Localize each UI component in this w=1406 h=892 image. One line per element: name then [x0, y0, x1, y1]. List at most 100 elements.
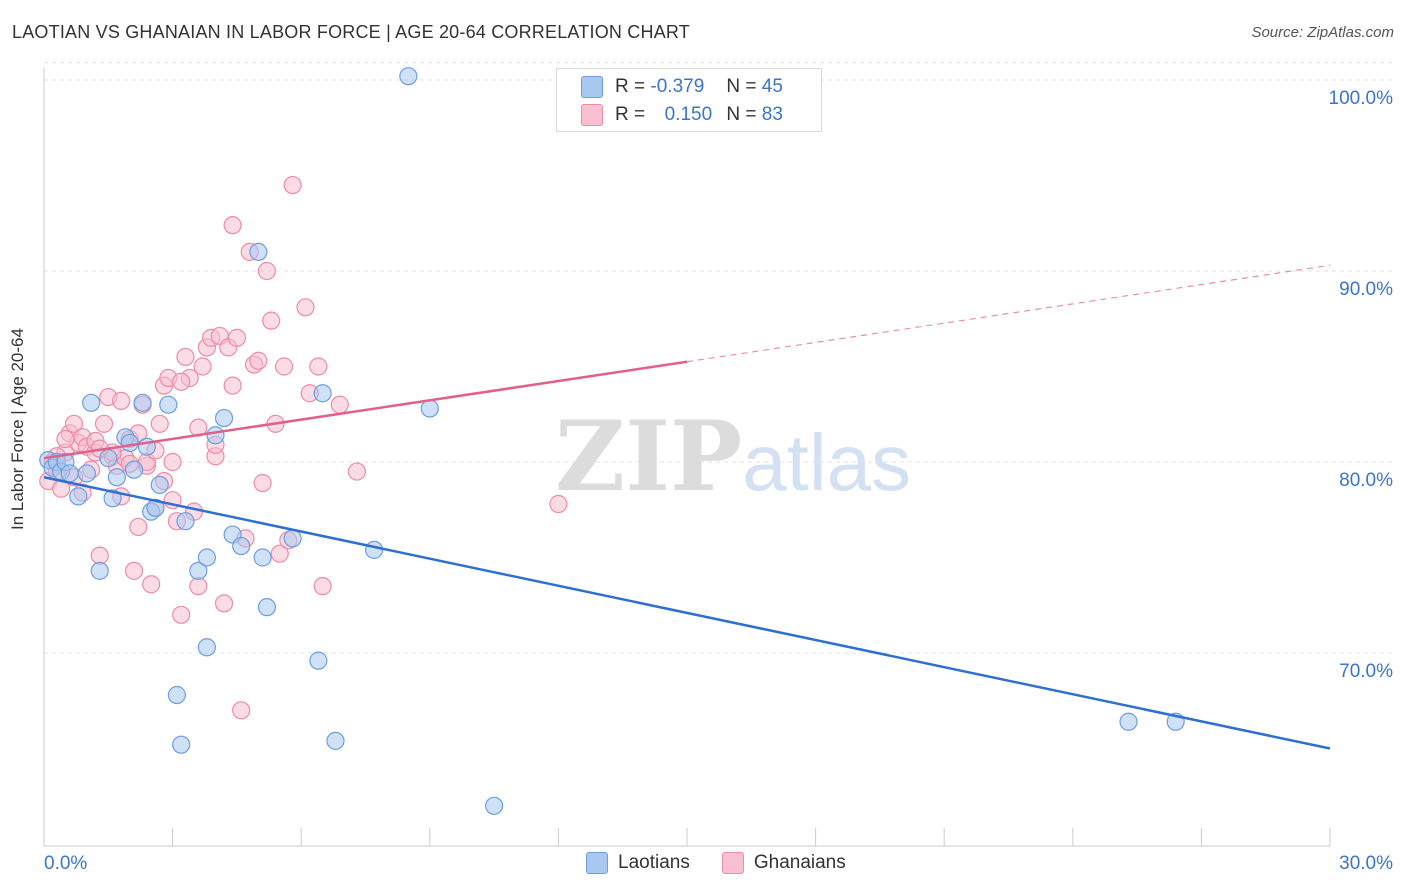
legend-label-ghanaians: Ghanaians: [753, 852, 846, 873]
laotians-point: [167, 685, 186, 705]
laotians-point: [150, 475, 169, 495]
laotians-point: [197, 548, 216, 567]
legend-n-label: N =: [726, 104, 757, 125]
ghanaians-point: [193, 357, 212, 376]
ghanaians-point: [163, 452, 182, 472]
ghanaians-point: [347, 462, 367, 481]
y-tick-label: 100.0%: [1329, 88, 1394, 109]
y-tick-labels: 70.0% 80.0% 90.0% 100.0%: [1329, 88, 1394, 682]
chart-title: LAOTIAN VS GHANAIAN IN LABOR FORCE | AGE…: [12, 22, 690, 42]
laotians-point: [146, 498, 165, 517]
ghanaians-point: [189, 577, 208, 596]
laotians-point: [257, 598, 277, 617]
laotians-point: [82, 393, 101, 412]
trend-line-extension-ghanaians: [686, 264, 1331, 363]
legend-r-label: R =: [615, 76, 646, 97]
laotians-point: [364, 540, 384, 559]
ghanaians-point: [176, 347, 195, 367]
laotians-point: [176, 512, 195, 531]
laotians-point: [313, 384, 332, 403]
laotians-point: [124, 460, 144, 479]
legend-n-value: 83: [761, 104, 783, 125]
legend-row-laotians: R = -0.379 N = 45: [581, 75, 783, 99]
ghanaians-point: [94, 414, 114, 433]
laotians-point: [249, 242, 268, 261]
watermark: ZIPatlas: [555, 400, 911, 513]
x-tick-label: 30.0%: [1339, 853, 1393, 874]
legend-label-laotians: Laotians: [618, 852, 690, 873]
laotians-point: [133, 393, 152, 412]
laotians-point: [214, 408, 234, 428]
laotians-point: [120, 433, 139, 452]
legend-item-laotians[interactable]: Laotians: [586, 852, 690, 874]
ghanaians-point: [56, 429, 75, 449]
ghanaians-point: [142, 575, 161, 594]
laotians-point: [159, 395, 178, 414]
ghanaians-point: [257, 261, 277, 281]
ghanaians-point: [313, 577, 332, 596]
watermark-zip: ZIP: [555, 400, 743, 513]
ghanaians-point: [262, 311, 281, 330]
laotians-point: [309, 651, 328, 670]
laotians-point: [77, 464, 96, 483]
laotians-point: [60, 464, 79, 483]
y-tick-label: 70.0%: [1339, 661, 1393, 682]
laotians-point: [326, 731, 345, 750]
ghanaians-point: [232, 701, 251, 720]
laotians-point: [197, 638, 216, 657]
legend-r-value: 0.150: [664, 104, 713, 125]
legend-n-label: N =: [726, 76, 757, 97]
ghanaians-point: [223, 376, 242, 395]
trend-line-ghanaians: [43, 360, 688, 460]
x-tick-label: 0.0%: [44, 853, 87, 874]
laotians-point: [172, 735, 191, 754]
legend-swatch-ghanaians: [721, 852, 744, 874]
y-tick-label: 90.0%: [1339, 279, 1393, 300]
laotians-point: [283, 529, 302, 548]
laotians-point: [103, 489, 122, 508]
x-tick-labels: 0.0% 30.0%: [44, 853, 1393, 874]
y-tick-label: 80.0%: [1339, 470, 1393, 491]
ghanaians-point: [172, 605, 191, 624]
axes: [43, 68, 1331, 847]
legend-swatch-laotians: [581, 76, 603, 98]
ghanaians-point: [64, 414, 84, 433]
legend-swatch-laotians: [586, 852, 608, 874]
ghanaians-point: [330, 395, 349, 414]
laotians-point: [189, 561, 208, 580]
legend-row-ghanaians: R = 0.150 N = 83: [581, 103, 783, 127]
trend-lines: [43, 264, 1331, 750]
legend-swatch-ghanaians: [581, 104, 603, 126]
laotians-point: [206, 426, 225, 445]
ghanaians-point: [150, 414, 169, 433]
laotians-point: [485, 796, 504, 815]
ghanaians-point: [309, 357, 328, 376]
ghanaians-point: [283, 175, 302, 195]
watermark-atlas: atlas: [742, 418, 912, 507]
ghanaians-point: [172, 372, 191, 391]
laotians-point: [232, 536, 251, 556]
ghanaians-point: [249, 351, 268, 370]
laotians-point: [253, 548, 272, 567]
ghanaians-point: [253, 473, 272, 493]
trend-line-laotians: [43, 476, 1331, 750]
legend-r-label: R =: [615, 104, 646, 125]
ghanaians-point: [270, 544, 289, 563]
source-credit: Source: ZipAtlas.com: [1251, 24, 1394, 41]
laotians-point: [399, 67, 418, 86]
ghanaians-point: [223, 216, 242, 235]
legend-item-ghanaians[interactable]: Ghanaians: [721, 852, 846, 874]
laotians-point: [90, 561, 109, 580]
laotians-points: [39, 67, 1185, 815]
laotians-point: [1119, 712, 1138, 731]
ghanaians-point: [129, 517, 148, 537]
ghanaians-point: [124, 561, 144, 580]
ghanaians-point: [549, 494, 568, 514]
stats-legend: R = -0.379 N = 45 R = 0.150 N = 83: [556, 68, 822, 132]
laotians-point: [69, 487, 88, 506]
legend-r-value: -0.379: [650, 76, 705, 97]
grid-lines: [44, 62, 1395, 654]
ghanaians-point: [90, 546, 109, 565]
ghanaians-point: [274, 357, 294, 376]
